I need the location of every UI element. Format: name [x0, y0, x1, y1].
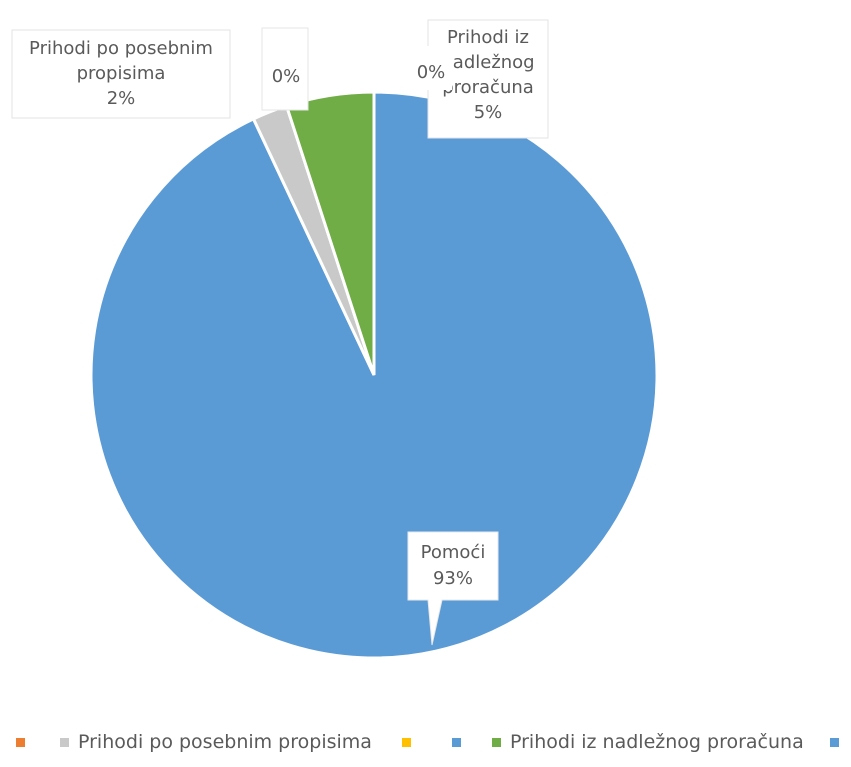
pie-slices — [89, 90, 659, 660]
legend-marker-2 — [60, 738, 69, 747]
legend: Prihodi po posebnim propisima Prihodi iz… — [16, 731, 839, 753]
label-box — [408, 46, 452, 90]
label-posebni-line1: Prihodi po posebnim — [29, 38, 213, 59]
label-zero-2: 0% — [408, 46, 452, 90]
pie-slice-0 — [89, 90, 659, 660]
label-nadlezni-line2: nadležnog — [441, 52, 534, 73]
legend-marker-4 — [452, 738, 461, 747]
label-nadlezni-percent: 5% — [474, 102, 503, 123]
label-pomoci-percent: 93% — [433, 568, 473, 589]
legend-marker-3 — [402, 738, 411, 747]
label-callout — [407, 531, 499, 646]
label-nadlezni-line1: Prihodi iz — [447, 27, 529, 48]
label-nadlezni-proracun: Prihodi iz nadležnog proračuna 5% — [427, 19, 549, 139]
label-zero-1-percent: 0% — [272, 66, 301, 87]
label-posebni-percent: 2% — [107, 88, 136, 109]
label-posebni-propisi: Prihodi po posebnim propisima 2% — [11, 29, 231, 119]
legend-marker-5 — [492, 738, 501, 747]
label-pomoci: Pomoći 93% — [407, 531, 499, 646]
legend-marker-6 — [830, 738, 839, 747]
label-box — [261, 27, 309, 111]
label-posebni-line2: propisima — [77, 63, 166, 84]
label-nadlezni-line3: proračuna — [442, 77, 534, 98]
label-box — [11, 29, 231, 119]
label-zero-1: 0% — [261, 27, 309, 111]
label-pomoci-name: Pomoći — [421, 542, 486, 563]
legend-marker-1 — [16, 738, 25, 747]
legend-label-nadlezni: Prihodi iz nadležnog proračuna — [510, 731, 804, 753]
label-zero-2-percent: 0% — [417, 62, 446, 83]
legend-label-posebni: Prihodi po posebnim propisima — [78, 731, 372, 753]
